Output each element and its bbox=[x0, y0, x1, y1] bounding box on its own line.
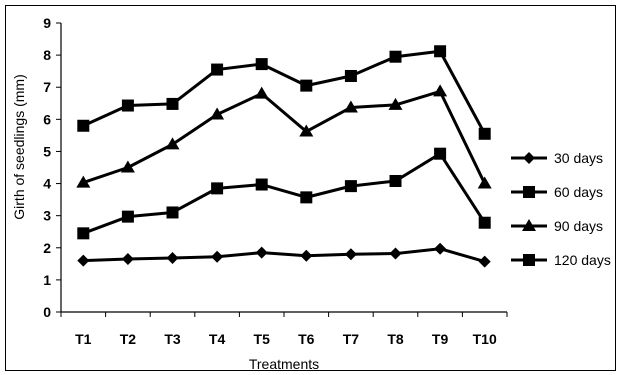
data-point bbox=[121, 210, 134, 223]
legend-item: 90 days bbox=[511, 218, 603, 234]
y-tick-label: 4 bbox=[43, 176, 51, 192]
x-tick-label: T9 bbox=[432, 331, 449, 347]
data-point bbox=[344, 180, 357, 193]
y-tick-label: 9 bbox=[43, 15, 51, 31]
x-axis-title: Treatments bbox=[249, 356, 319, 372]
data-point bbox=[211, 63, 224, 76]
y-tick-label: 6 bbox=[43, 111, 51, 127]
y-axis-title: Girth of seedlings (mm) bbox=[11, 74, 27, 219]
data-point bbox=[344, 248, 357, 261]
data-point bbox=[389, 174, 402, 187]
data-point bbox=[255, 58, 268, 71]
legend-item: 120 days bbox=[511, 252, 611, 268]
data-point bbox=[166, 206, 179, 219]
x-tick-label: T2 bbox=[120, 331, 137, 347]
series-line bbox=[82, 152, 486, 235]
data-point bbox=[77, 254, 90, 267]
data-point bbox=[210, 107, 225, 120]
data-point bbox=[344, 69, 357, 82]
legend-swatch-marker bbox=[523, 152, 535, 164]
y-tick-label: 1 bbox=[43, 272, 51, 288]
data-point bbox=[211, 250, 224, 263]
data-point bbox=[120, 160, 135, 173]
x-tick-label: T4 bbox=[209, 331, 226, 347]
chart-frame: 0 1 2 3 4 5 6 7 8 9 T1 T2 T3 T4 T5 T6 T7 T8 T9 T10 30 days… bbox=[5, 5, 616, 372]
data-point bbox=[478, 255, 491, 268]
x-tick-label: T7 bbox=[343, 331, 360, 347]
data-point bbox=[389, 247, 402, 260]
data-point bbox=[76, 175, 91, 188]
data-point bbox=[478, 127, 491, 140]
x-tick-label: T5 bbox=[254, 331, 271, 347]
data-point bbox=[389, 50, 402, 63]
legend-swatch-marker bbox=[523, 186, 535, 198]
x-tick-label: T3 bbox=[164, 331, 181, 347]
x-tick-label: T1 bbox=[75, 331, 92, 347]
data-point bbox=[477, 176, 492, 189]
y-tick-label: 8 bbox=[43, 47, 51, 63]
data-point bbox=[166, 97, 179, 110]
data-point bbox=[299, 124, 314, 137]
series-line bbox=[82, 49, 487, 135]
data-point bbox=[343, 100, 358, 113]
data-point bbox=[166, 252, 179, 265]
series-90-days bbox=[76, 84, 492, 189]
legend-item: 60 days bbox=[511, 184, 603, 200]
data-point bbox=[165, 137, 180, 150]
legend: 30 days 60 days 90 days 120 days bbox=[511, 150, 611, 268]
legend-item: 30 days bbox=[511, 150, 603, 166]
data-point bbox=[478, 216, 491, 229]
data-point bbox=[300, 79, 313, 92]
legend-label: 90 days bbox=[554, 218, 603, 234]
data-point bbox=[211, 182, 224, 195]
legend-swatch-marker bbox=[522, 219, 536, 231]
x-tick-label: T6 bbox=[298, 331, 315, 347]
series-line bbox=[83, 247, 486, 264]
line-chart: 0 1 2 3 4 5 6 7 8 9 T1 T2 T3 T4 T5 T6 T7 T8 T9 T10 30 days… bbox=[11, 15, 611, 372]
x-tick-label: T8 bbox=[387, 331, 404, 347]
y-tick-label: 0 bbox=[43, 304, 51, 320]
y-tick-label: 7 bbox=[43, 79, 51, 95]
data-point bbox=[77, 227, 90, 240]
axes bbox=[56, 22, 508, 317]
data-point bbox=[121, 99, 134, 112]
data-point bbox=[434, 147, 447, 160]
series-group bbox=[76, 45, 492, 268]
y-tick-labels: 0 1 2 3 4 5 6 7 8 9 bbox=[43, 15, 51, 320]
data-point bbox=[434, 242, 447, 255]
data-point bbox=[300, 191, 313, 204]
x-tick-labels: T1 T2 T3 T4 T5 T6 T7 T8 T9 T10 bbox=[75, 331, 497, 347]
legend-swatch-marker bbox=[523, 254, 535, 266]
series-60-days bbox=[77, 147, 491, 240]
legend-label: 60 days bbox=[554, 184, 603, 200]
y-tick-label: 2 bbox=[43, 240, 51, 256]
data-point bbox=[77, 119, 90, 132]
data-point bbox=[255, 246, 268, 259]
x-tick-label: T10 bbox=[473, 331, 497, 347]
data-point bbox=[388, 97, 403, 110]
series-120-days bbox=[77, 45, 491, 140]
data-point bbox=[255, 178, 268, 191]
data-point bbox=[300, 249, 313, 262]
legend-label: 120 days bbox=[554, 252, 611, 268]
y-tick-label: 3 bbox=[43, 208, 51, 224]
data-point bbox=[121, 253, 134, 266]
y-tick-label: 5 bbox=[43, 143, 51, 159]
data-point bbox=[433, 84, 448, 97]
data-point bbox=[434, 45, 447, 58]
data-point bbox=[254, 86, 269, 99]
legend-label: 30 days bbox=[554, 150, 603, 166]
series-line bbox=[82, 89, 487, 185]
series-30-days bbox=[77, 242, 491, 268]
